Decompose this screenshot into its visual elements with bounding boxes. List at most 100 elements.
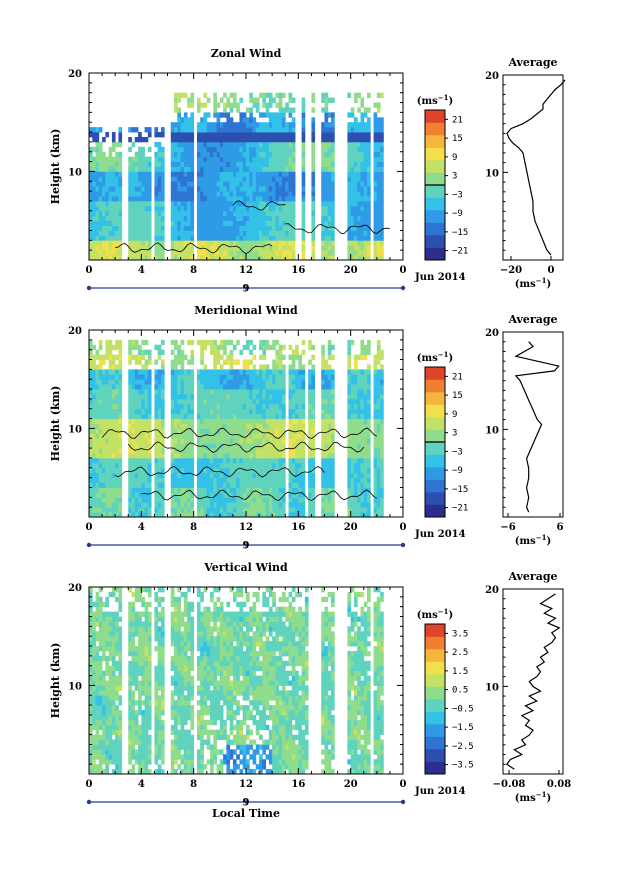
heatmap-cell (268, 482, 273, 488)
heatmap-cell (157, 438, 162, 444)
heatmap-cell (281, 176, 286, 182)
heatmap-cell (219, 398, 224, 405)
heatmap-cell (232, 438, 237, 444)
heatmap-cell (111, 132, 116, 138)
heatmap-cell (232, 191, 237, 197)
heatmap-cell (177, 171, 181, 177)
heatmap-cell (134, 379, 139, 385)
heatmap-cell (357, 205, 361, 212)
heatmap-cell (353, 161, 358, 167)
heatmap-cell (246, 438, 250, 444)
heatmap-cell (281, 398, 286, 405)
heatmap-cell (95, 161, 100, 167)
heatmap-cell (157, 369, 162, 375)
heatmap-cell (324, 418, 329, 424)
heatmap-cell (160, 379, 165, 385)
heatmap-cell (177, 492, 181, 498)
heatmap-cell (363, 127, 368, 133)
heatmap-cell (321, 384, 325, 390)
heatmap-cell (350, 112, 355, 118)
heatmap-cell (301, 408, 306, 415)
heatmap-cell (105, 443, 110, 449)
heatmap-cell (200, 379, 204, 385)
heatmap-cell (350, 433, 355, 439)
heatmap-cell (170, 349, 175, 355)
heatmap-cell (288, 374, 293, 380)
heatmap-cell (363, 205, 368, 212)
heatmap-cell (157, 181, 162, 187)
heatmap-cell (203, 443, 208, 449)
heatmap-cell (131, 166, 136, 172)
heatmap-cell (200, 502, 204, 508)
heatmap-cell (213, 433, 217, 439)
heatmap-cell (147, 359, 152, 365)
heatmap-cell (268, 220, 273, 226)
heatmap-cell (373, 403, 378, 410)
heatmap-cell (324, 146, 329, 153)
heatmap-cell (301, 127, 306, 133)
heatmap-cell (102, 379, 106, 385)
heatmap-cell (288, 156, 293, 162)
heatmap-cell (196, 389, 201, 395)
heatmap-cell (177, 384, 181, 390)
heatmap-cell (278, 151, 283, 158)
heatmap-cell (278, 161, 283, 167)
heatmap-cell (170, 438, 175, 444)
heatmap-cell (249, 166, 253, 172)
heatmap-cell (92, 408, 96, 415)
heatmap-cell (223, 250, 227, 256)
heatmap-cell (160, 210, 165, 217)
heatmap-cell (111, 462, 116, 469)
heatmap-cell (219, 181, 224, 187)
heatmap-cell (147, 487, 152, 493)
heatmap-cell (147, 428, 152, 434)
heatmap-cell (367, 379, 371, 385)
heatmap-cell (180, 250, 185, 256)
heatmap-cell (210, 403, 214, 410)
heatmap-cell (92, 497, 96, 503)
heatmap-cell (239, 156, 244, 162)
heatmap-cell (174, 379, 178, 385)
heatmap-cell (141, 497, 145, 503)
heatmap-cell (144, 235, 149, 241)
heatmap-cell (111, 448, 116, 454)
heatmap-cell (177, 235, 181, 241)
heatmap-cell (210, 132, 214, 138)
x-tick-label: 0 (400, 265, 407, 276)
heatmap-cell (95, 443, 100, 449)
heatmap-cell (236, 127, 240, 133)
heatmap-cell (157, 482, 162, 488)
heatmap-cell (200, 507, 204, 513)
heatmap-cell (98, 443, 103, 449)
heatmap-cell (268, 112, 273, 118)
heatmap-cell (98, 210, 103, 217)
heatmap-cell (278, 136, 283, 143)
heatmap-cell (89, 379, 93, 385)
heatmap-cell (367, 191, 371, 197)
heatmap-cell (138, 151, 142, 158)
heatmap-cell (298, 507, 302, 513)
heatmap-cell (115, 389, 119, 395)
heatmap-cell (210, 393, 214, 400)
heatmap-cell (268, 403, 273, 410)
colorbar-tick-label: 9 (452, 410, 457, 420)
heatmap-cell (262, 389, 267, 395)
heatmap-cell (357, 156, 361, 162)
heatmap-cell (210, 230, 214, 236)
heatmap-cell (219, 127, 224, 133)
heatmap-cell (200, 171, 204, 177)
heatmap-cell (219, 220, 224, 226)
heatmap-cell (236, 423, 240, 429)
heatmap-cell (187, 457, 191, 464)
heatmap-cell (236, 196, 240, 202)
heatmap-cell (118, 349, 123, 355)
heatmap-cell (183, 196, 188, 202)
heatmap-cell (288, 191, 293, 197)
heatmap-cell (154, 472, 159, 479)
heatmap-cell (219, 482, 224, 488)
heatmap-cell (138, 215, 142, 222)
heatmap-cell (187, 171, 191, 177)
heatmap-cell (353, 176, 358, 182)
heatmap-cell (288, 225, 293, 231)
heatmap-cell (115, 354, 119, 360)
